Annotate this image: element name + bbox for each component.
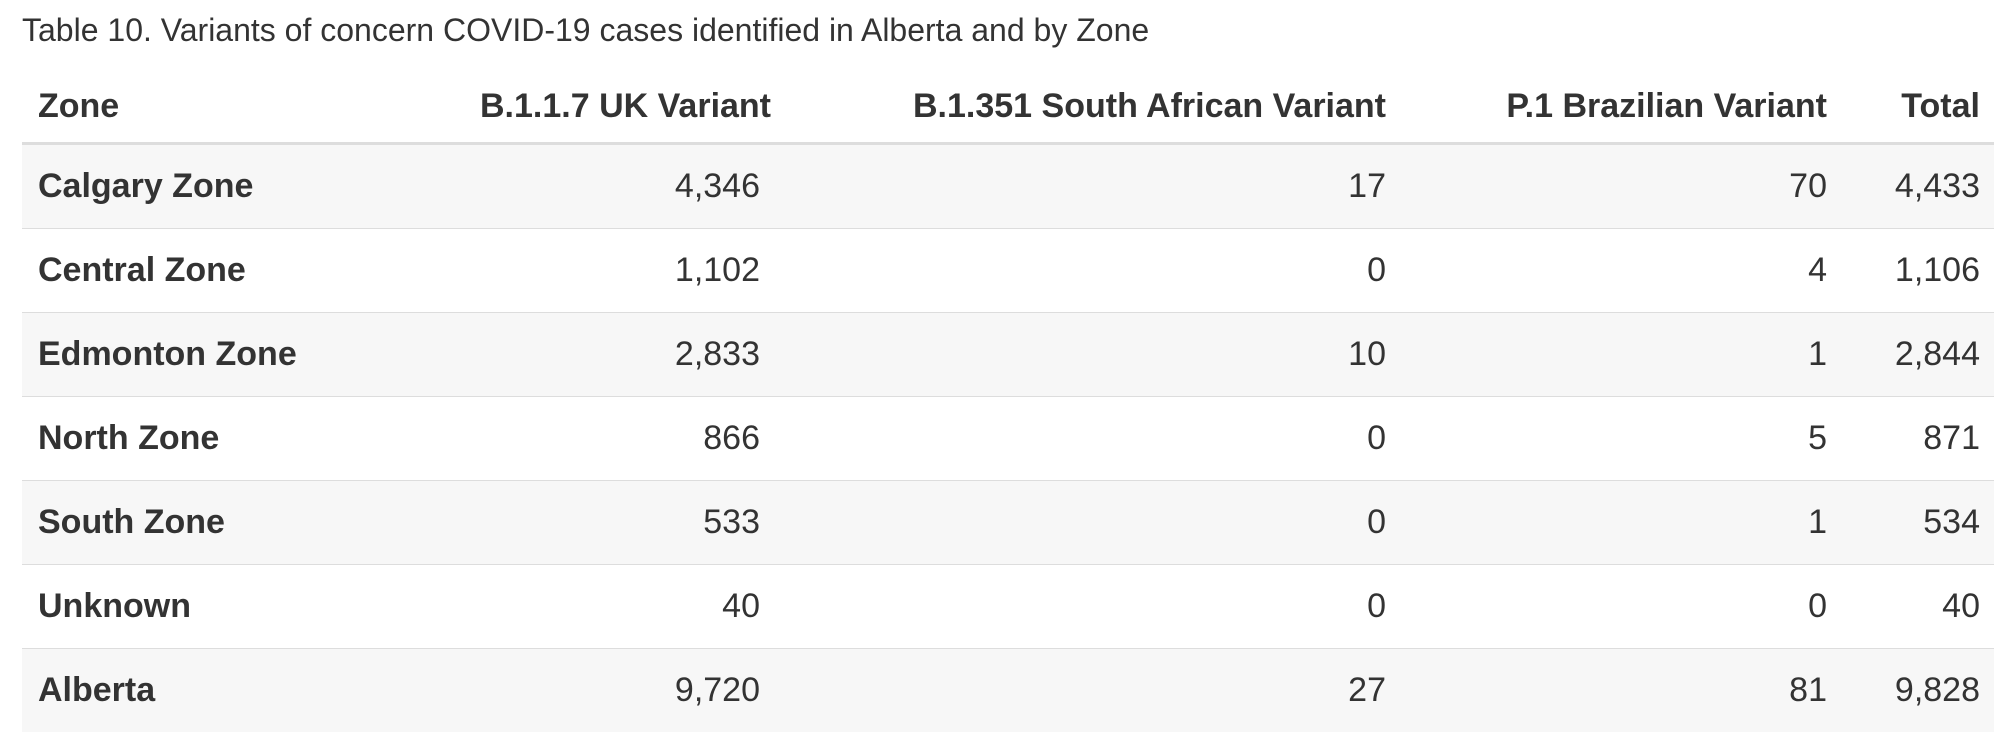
column-header: B.1.1.7 UK Variant xyxy=(480,70,771,145)
cell: 9,828 xyxy=(1894,671,1980,709)
table-row: Unknown 40 0 0 40 xyxy=(22,564,1994,649)
row-label: Edmonton Zone xyxy=(22,312,480,397)
cell: 1,106 xyxy=(1827,228,1994,313)
table-body: Calgary Zone 4,346 17 70 4,433 Central Zone 1,… xyxy=(22,143,1994,732)
cell: 4,346 xyxy=(480,143,760,229)
row-label: South Zone xyxy=(22,480,480,565)
table-row: Alberta 9,720 27 81 9,828 xyxy=(22,648,1994,732)
row-label: Alberta xyxy=(38,671,156,709)
column-header: Zone xyxy=(22,70,480,145)
cell: 1,102 xyxy=(480,228,760,313)
cell: 871 xyxy=(1827,396,1994,481)
row-label: Central Zone xyxy=(22,228,480,313)
cell: 4 xyxy=(1386,228,1827,313)
cell: 0 xyxy=(760,480,1386,565)
cell: 10 xyxy=(760,312,1386,397)
cell: 2,844 xyxy=(1827,312,1994,397)
table-caption: Table 10. Variants of concern COVID-19 c… xyxy=(22,12,1150,48)
cell: 0 xyxy=(760,564,1386,649)
cell: 0 xyxy=(760,396,1386,481)
row-label: Unknown xyxy=(22,564,480,649)
column-header: B.1.351 South African Variant xyxy=(760,70,1386,145)
column-header: Total xyxy=(1827,70,1994,145)
cell: 0 xyxy=(760,228,1386,313)
row-label: North Zone xyxy=(22,396,480,481)
cell: 5 xyxy=(1386,396,1827,481)
table-header: Zone B.1.1.7 UK Variant B.1.351 South Afri… xyxy=(22,70,1994,145)
cell: 81 xyxy=(1789,671,1827,709)
cell: 866 xyxy=(480,396,760,481)
cell: 9,720 xyxy=(674,671,760,709)
cell: 40 xyxy=(1827,564,1994,649)
variants-table: Zone B.1.1.7 UK Variant B.1.351 South Afri… xyxy=(22,70,1994,732)
cell: 533 xyxy=(480,480,760,565)
table-row: Calgary Zone 4,346 17 70 4,433 xyxy=(22,143,1994,229)
cell: 2,833 xyxy=(480,312,760,397)
table-row: South Zone 533 0 1 534 xyxy=(22,480,1994,565)
cell: 0 xyxy=(1386,564,1827,649)
cell: 1 xyxy=(1386,312,1827,397)
cell: 1 xyxy=(1386,480,1827,565)
cell: 27 xyxy=(1348,671,1386,709)
cell: 4,433 xyxy=(1827,143,1994,229)
table-row: Edmonton Zone 2,833 10 1 2,844 xyxy=(22,312,1994,397)
cell: 40 xyxy=(480,564,760,649)
cell: 70 xyxy=(1386,143,1827,229)
row-label: Calgary Zone xyxy=(22,143,480,229)
header-row: Zone B.1.1.7 UK Variant B.1.351 South Afri… xyxy=(22,70,1994,145)
cell: 534 xyxy=(1827,480,1994,565)
column-header: P.1 Brazilian Variant xyxy=(1386,70,1827,145)
table-row: Central Zone 1,102 0 4 1,106 xyxy=(22,228,1994,313)
table-row: North Zone 866 0 5 871 xyxy=(22,396,1994,481)
cell: 17 xyxy=(760,143,1386,229)
